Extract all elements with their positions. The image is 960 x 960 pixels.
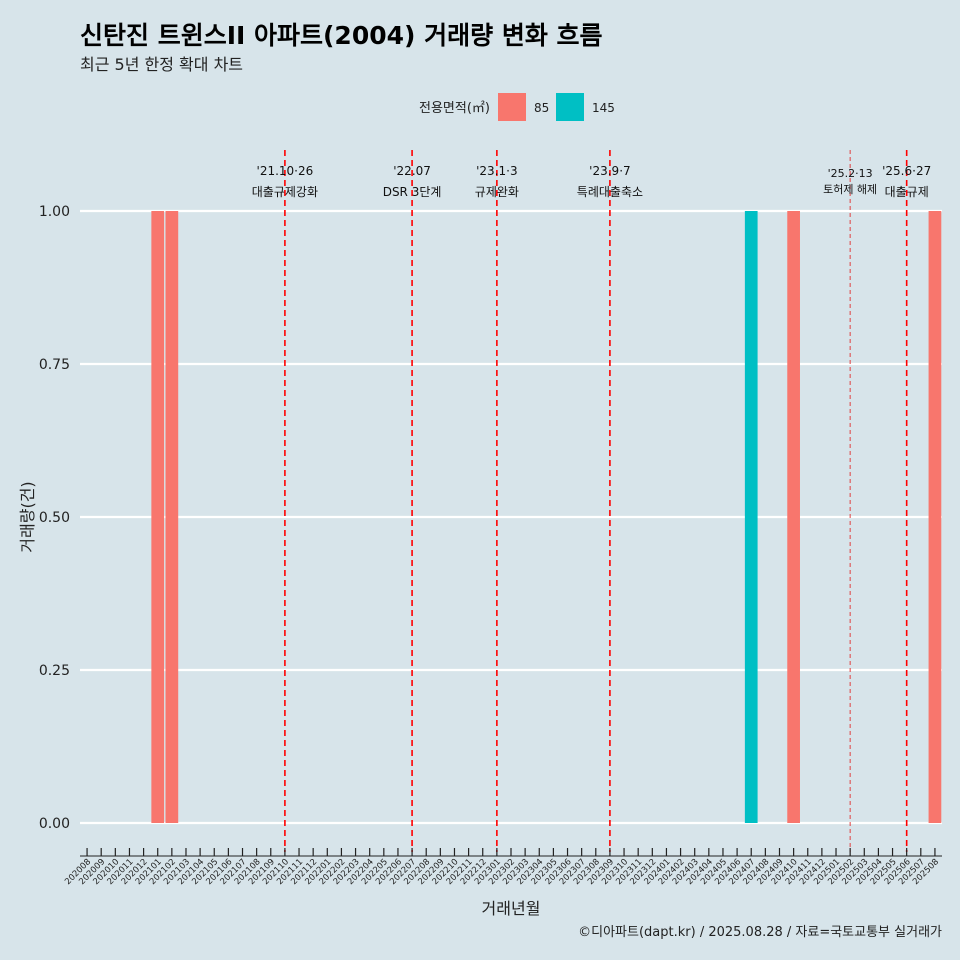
- y-tick-label: 0.75: [39, 357, 70, 373]
- chart-title: 신탄진 트윈스II 아파트(2004) 거래량 변화 흐름: [80, 21, 603, 50]
- y-tick-label: 0.00: [39, 816, 70, 832]
- chart-subtitle: 최근 5년 한정 확대 차트: [80, 55, 243, 74]
- grid-lines: [80, 209, 942, 825]
- bars: [151, 211, 942, 823]
- caption: ©디아파트(dapt.kr) / 2025.08.28 / 자료=국토교통부 실…: [578, 925, 942, 940]
- y-tick-label: 0.50: [39, 510, 70, 526]
- bar-85-202508: [928, 211, 942, 823]
- annotation-date: '21.10·26: [257, 164, 314, 178]
- bar-145-202407: [744, 211, 758, 823]
- legend-title: 전용면적(㎡): [419, 101, 490, 116]
- annotation-label: 특례대출축소: [577, 185, 643, 199]
- annotation-label: 대출규제: [885, 185, 929, 199]
- bar-85-202410: [787, 211, 800, 823]
- annotation-date: '22.07: [393, 164, 431, 178]
- legend-label-85: 85: [534, 101, 549, 115]
- bar-85-202101: [151, 211, 165, 823]
- x-axis: 2020082020092020102020112020122021012021…: [63, 848, 942, 887]
- annotation-lines: '21.10·26 대출규제강화 '22.07 DSR 3단계 '23.1·3 규제완화 '…: [252, 150, 931, 852]
- legend-label-145: 145: [592, 101, 615, 115]
- y-tick-labels: 0.00 0.25 0.50 0.75 1.00: [39, 204, 70, 832]
- legend-swatch-85: [498, 93, 526, 121]
- x-axis-label: 거래년월: [482, 899, 541, 918]
- legend-swatch-145: [556, 93, 584, 121]
- annotation-label: 규제완화: [475, 185, 519, 199]
- y-axis-label: 거래량(건): [18, 481, 37, 552]
- y-tick-label: 1.00: [39, 204, 70, 220]
- y-tick-label: 0.25: [39, 663, 70, 679]
- annotation-date: '25.2·13: [828, 167, 873, 180]
- annotation-label: DSR 3단계: [383, 185, 442, 199]
- annotation-date: '23.1·3: [476, 164, 517, 178]
- annotation-date: '23.9·7: [589, 164, 630, 178]
- annotation-label: 대출규제강화: [252, 185, 318, 199]
- bar-85-202102: [165, 211, 179, 823]
- annotation-date: '25.6·27: [882, 164, 931, 178]
- annotation-label: 토허제 해제: [823, 182, 877, 196]
- legend: 전용면적(㎡) 85 145: [419, 93, 615, 121]
